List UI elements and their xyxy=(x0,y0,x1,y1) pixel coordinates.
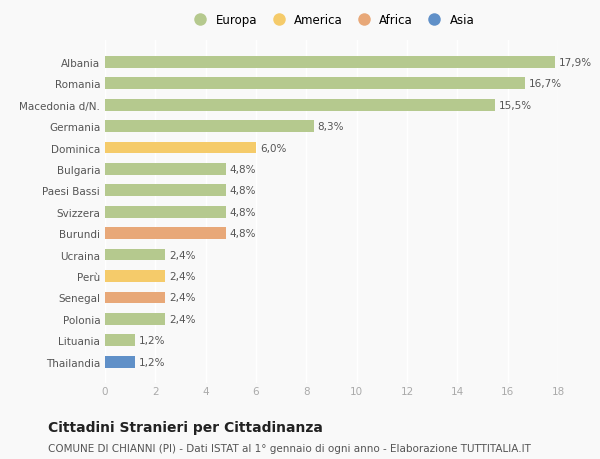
Bar xyxy=(105,335,135,347)
Text: 4,8%: 4,8% xyxy=(230,229,256,239)
Bar xyxy=(105,207,226,218)
Bar xyxy=(105,185,226,197)
Text: 1,2%: 1,2% xyxy=(139,336,166,346)
Bar xyxy=(105,292,166,303)
Text: 2,4%: 2,4% xyxy=(169,271,196,281)
Bar xyxy=(105,356,135,368)
Text: 6,0%: 6,0% xyxy=(260,143,286,153)
Text: 8,3%: 8,3% xyxy=(317,122,344,132)
Text: 17,9%: 17,9% xyxy=(559,58,592,68)
Bar xyxy=(105,228,226,240)
Bar xyxy=(105,100,495,112)
Bar xyxy=(105,164,226,175)
Bar xyxy=(105,57,556,68)
Bar xyxy=(105,121,314,133)
Text: 2,4%: 2,4% xyxy=(169,293,196,303)
Bar xyxy=(105,78,525,90)
Bar xyxy=(105,249,166,261)
Text: 2,4%: 2,4% xyxy=(169,250,196,260)
Text: 2,4%: 2,4% xyxy=(169,314,196,324)
Text: 4,8%: 4,8% xyxy=(230,186,256,196)
Text: 4,8%: 4,8% xyxy=(230,165,256,174)
Legend: Europa, America, Africa, Asia: Europa, America, Africa, Asia xyxy=(184,10,479,32)
Text: 1,2%: 1,2% xyxy=(139,357,166,367)
Bar xyxy=(105,270,166,282)
Text: Cittadini Stranieri per Cittadinanza: Cittadini Stranieri per Cittadinanza xyxy=(48,420,323,434)
Text: 15,5%: 15,5% xyxy=(499,101,532,111)
Text: COMUNE DI CHIANNI (PI) - Dati ISTAT al 1° gennaio di ogni anno - Elaborazione TU: COMUNE DI CHIANNI (PI) - Dati ISTAT al 1… xyxy=(48,443,531,453)
Text: 4,8%: 4,8% xyxy=(230,207,256,217)
Bar xyxy=(105,142,256,154)
Bar xyxy=(105,313,166,325)
Text: 16,7%: 16,7% xyxy=(529,79,562,89)
